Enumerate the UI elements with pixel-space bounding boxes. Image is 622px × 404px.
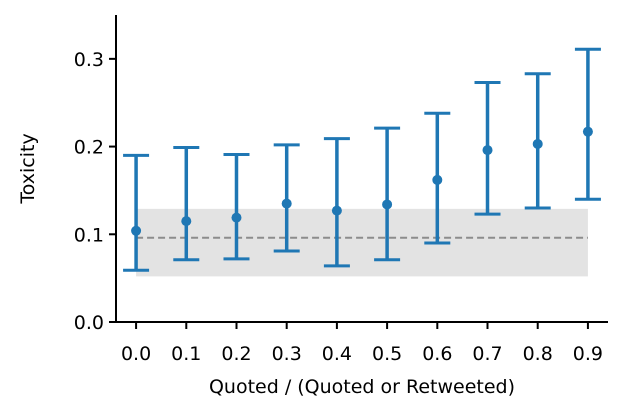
x-tick-label: 0.9 — [573, 343, 603, 365]
x-tick-label: 0.5 — [372, 343, 402, 365]
errorbar-point-6 — [424, 111, 451, 245]
data-point — [432, 174, 443, 185]
errorbar-point-4 — [323, 137, 350, 268]
errorbar-point-8 — [524, 72, 551, 210]
y-tick-label: 0.2 — [74, 137, 104, 159]
y-tick-label: 0.3 — [74, 49, 104, 71]
x-tick-label: 0.8 — [523, 343, 553, 365]
data-point — [582, 126, 593, 137]
data-point — [131, 225, 142, 236]
data-point — [532, 138, 543, 149]
x-tick-label: 0.1 — [171, 343, 201, 365]
data-point — [231, 212, 242, 223]
errorbar-point-1 — [173, 145, 200, 262]
data-point — [281, 198, 292, 209]
errorbar-point-2 — [223, 152, 250, 261]
x-tick-label: 0.3 — [272, 343, 302, 365]
y-axis-label: Toxicity — [17, 133, 39, 204]
errorbar-point-9 — [574, 47, 601, 201]
axes: 0.0 0.1 0.2 0.3 0.0 0.1 0.2 0.3 0.4 0.5 0.6 0.7 0.8 0… — [74, 15, 608, 365]
x-tick-label: 0.4 — [322, 343, 352, 365]
x-tick-label: 0.7 — [472, 343, 502, 365]
data-point — [482, 145, 493, 156]
data-point — [382, 199, 393, 210]
x-tick-label: 0.2 — [221, 343, 251, 365]
data-point — [331, 205, 342, 216]
x-axis-label: Quoted / (Quoted or Retweeted) — [209, 376, 515, 398]
errorbar-point-7 — [474, 81, 501, 216]
x-tick-label: 0.6 — [422, 343, 452, 365]
x-tick-label: 0.0 — [121, 343, 151, 365]
plot-area — [123, 47, 601, 277]
y-tick-label: 0.0 — [74, 312, 104, 334]
errorbar-point-3 — [273, 143, 300, 253]
reference-band — [136, 208, 588, 277]
errorbar-point-0 — [123, 153, 150, 272]
data-point — [181, 216, 192, 227]
errorbar-point-5 — [374, 126, 401, 262]
y-tick-label: 0.1 — [74, 224, 104, 246]
